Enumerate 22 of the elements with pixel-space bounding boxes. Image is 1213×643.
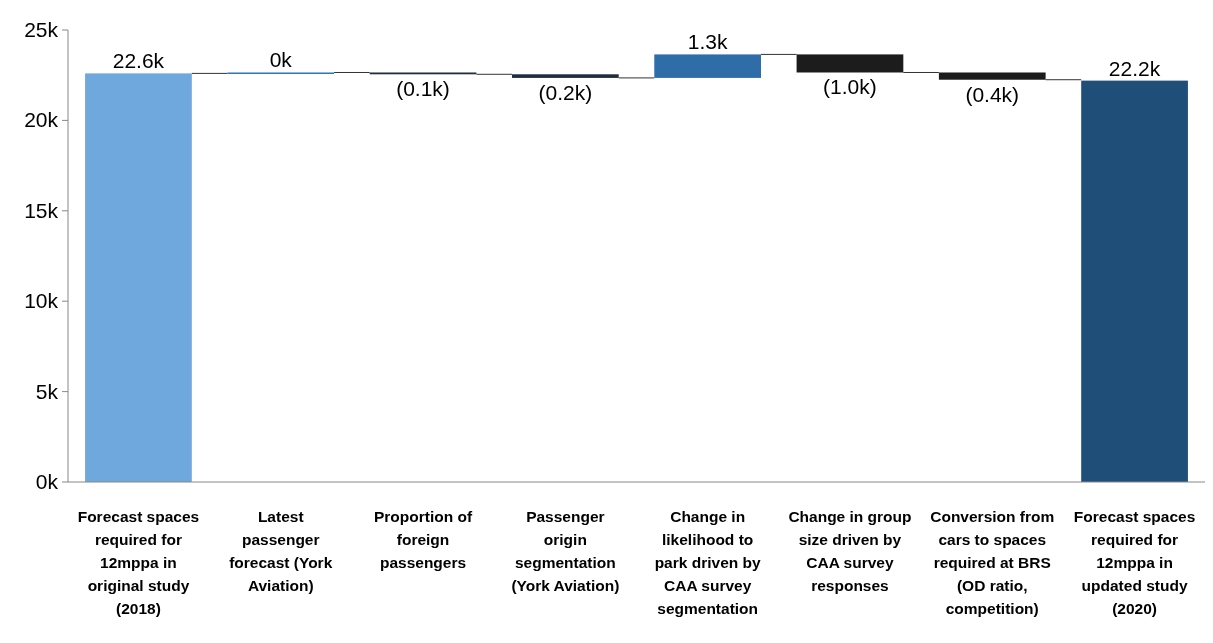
x-tick-label: Proportion of foreign passengers <box>373 508 473 571</box>
y-tick-label: 0k <box>35 470 59 493</box>
y-tick-label: 25k <box>24 18 59 41</box>
x-tick-label: Conversion from cars to spaces required at BRS (OD ratio, competition) <box>930 508 1055 617</box>
data-label: 22.2k <box>1108 56 1161 80</box>
x-tick-label: Change in group size driven by CAA survey responses <box>788 508 912 594</box>
data-label: 0k <box>269 48 293 72</box>
x-tick-label: Change in likelihood to park driven by CAA survey segmentation <box>654 508 761 617</box>
data-label: (0.1k) <box>396 77 450 101</box>
x-tick-label: Forecast spaces required for 12mppa in updated study (2020) <box>1073 508 1196 617</box>
x-tick-label: Forecast spaces required for 12mppa in original study (2018) <box>77 508 200 617</box>
data-label: 1.3k <box>687 30 728 54</box>
x-tick-label: Latest passenger forecast (York Aviation) <box>229 508 333 594</box>
y-tick-label: 10k <box>24 289 59 313</box>
y-tick-label: 20k <box>24 108 59 132</box>
y-tick-label: 15k <box>24 198 59 222</box>
y-tick-label: 5k <box>35 379 59 403</box>
data-label: (0.4k) <box>965 82 1020 106</box>
x-tick-label: Passenger origin segmentation (York Aviation) <box>511 508 620 594</box>
data-label: 22.6k <box>112 49 165 73</box>
data-label: (1.0k) <box>823 75 877 99</box>
data-label: (0.2k) <box>538 80 593 104</box>
